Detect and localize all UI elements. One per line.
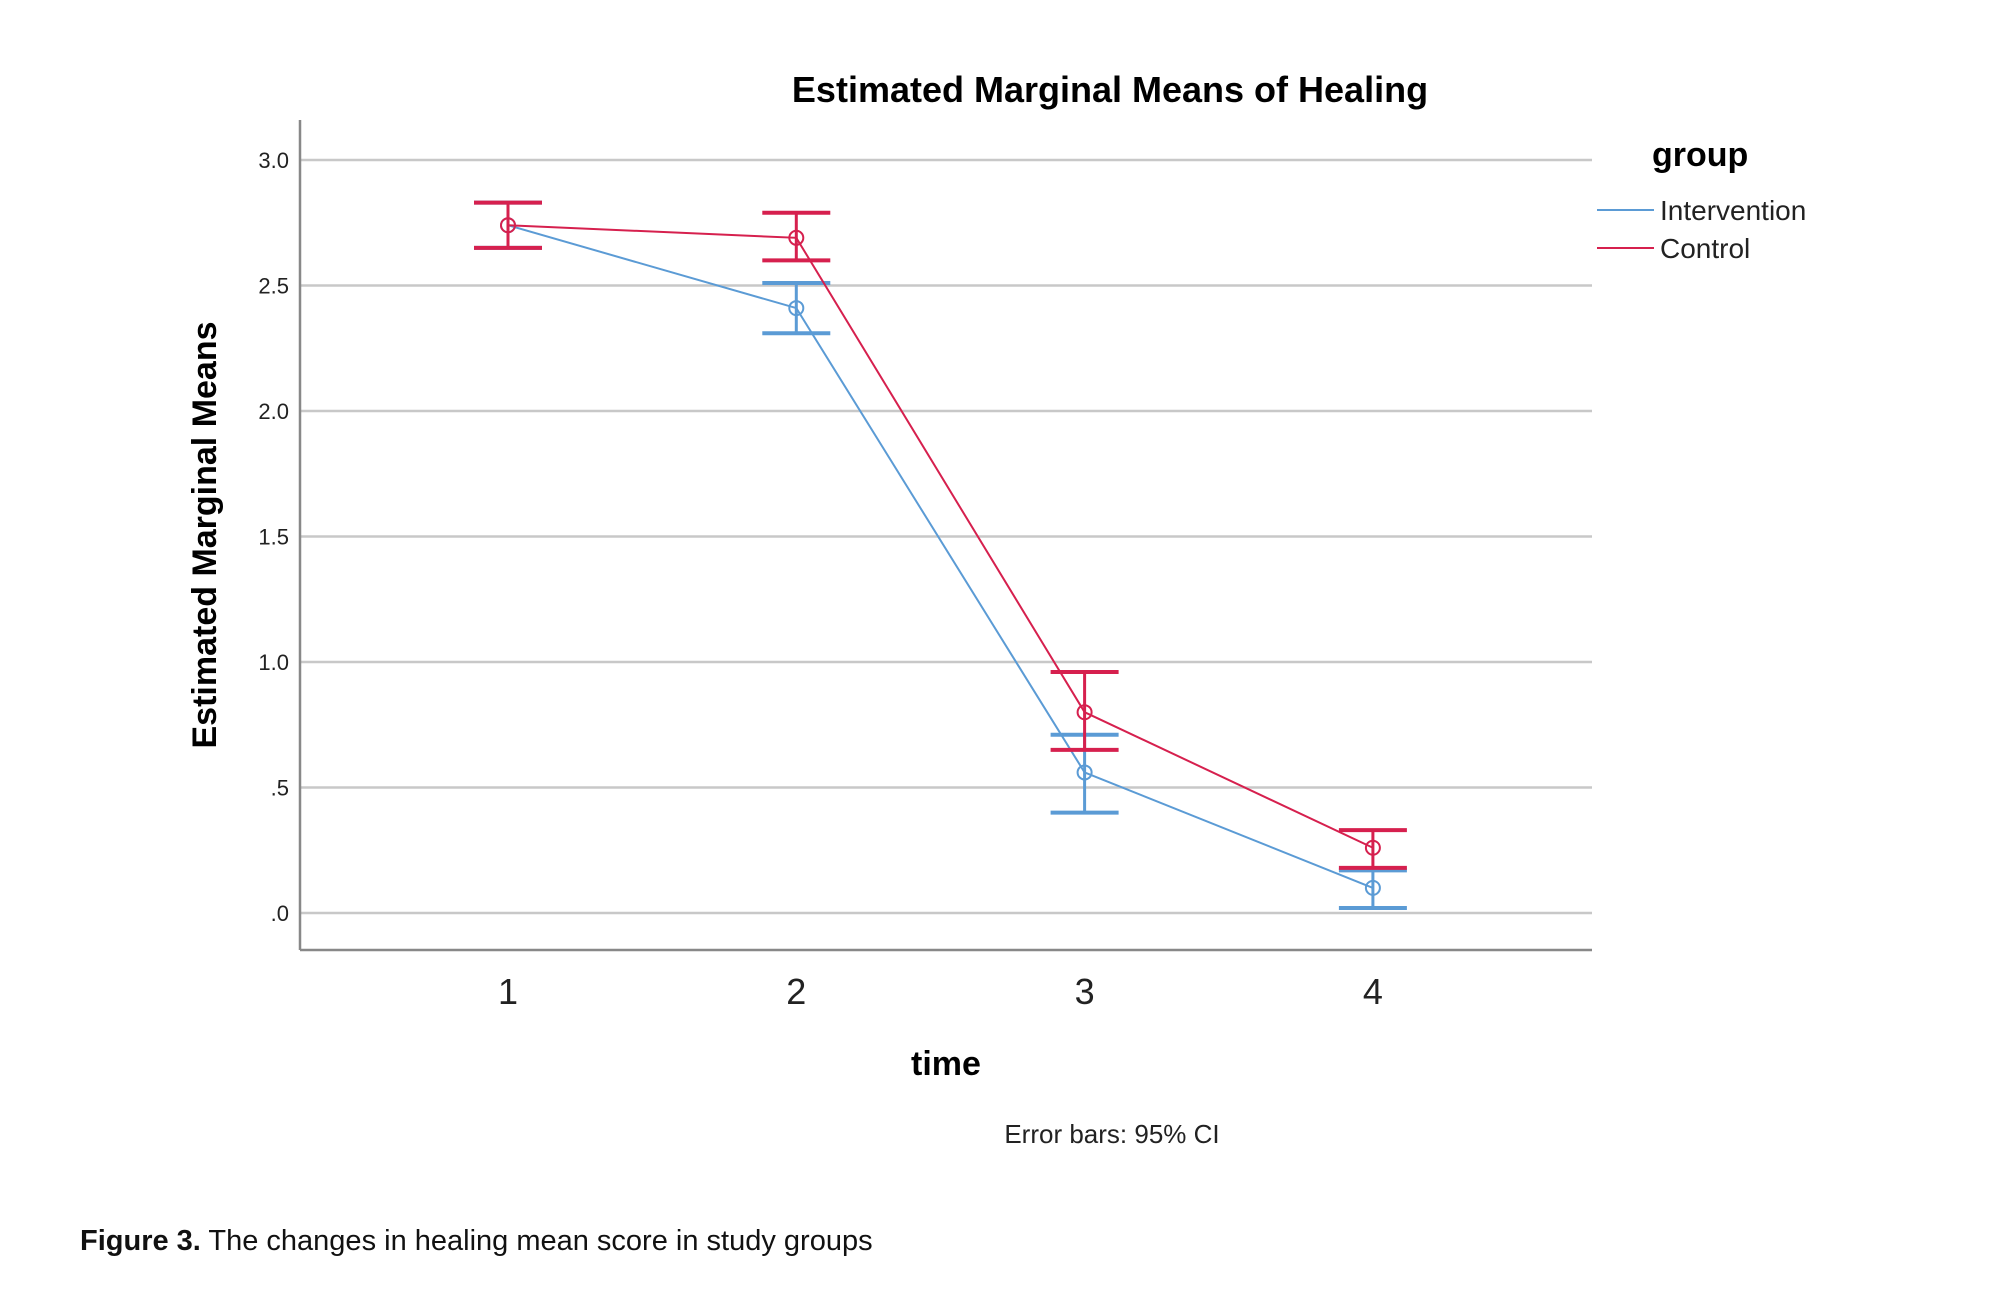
legend: group Intervention Control	[1597, 136, 1806, 264]
data-point	[788, 229, 805, 246]
y-tick-label: 1.5	[258, 525, 289, 550]
x-tick-label: 3	[1075, 971, 1095, 1012]
x-tick-label: 4	[1363, 971, 1383, 1012]
series-line	[507, 224, 1374, 849]
chart-title: Estimated Marginal Means of Healing	[792, 69, 1428, 110]
data-point	[1076, 764, 1093, 781]
figure-caption: Figure 3. The changes in healing mean sc…	[80, 1225, 873, 1258]
y-tick-label: 2.0	[258, 399, 289, 424]
legend-title: group	[1652, 136, 1748, 174]
series-group	[474, 200, 1407, 910]
x-axis-label: time	[911, 1045, 981, 1083]
y-tick-label: .5	[271, 776, 289, 801]
legend-label: Control	[1660, 233, 1750, 264]
figure-caption-label: Figure 3.	[80, 1225, 201, 1257]
data-point	[500, 217, 516, 234]
legend-label: Intervention	[1660, 195, 1806, 226]
y-tick-labels: .0 .5 1.0 1.5 2.0 2.5 3.0	[258, 148, 289, 926]
x-tick-labels: 1 2 3 4	[498, 971, 1383, 1012]
y-tick-label: 1.0	[258, 650, 289, 675]
gridlines	[300, 158, 1592, 915]
y-axis-label: Estimated Marginal Means	[186, 321, 224, 748]
series-control	[474, 200, 1407, 870]
data-point	[1076, 704, 1093, 721]
data-point	[788, 300, 805, 317]
series-line	[507, 224, 1374, 889]
data-point	[1364, 839, 1381, 856]
y-tick-label: 3.0	[258, 148, 289, 173]
y-tick-label: 2.5	[258, 274, 289, 299]
figure-caption-text: The changes in healing mean score in stu…	[200, 1225, 873, 1257]
series-intervention	[474, 200, 1407, 910]
data-point	[1364, 879, 1381, 896]
x-tick-label: 2	[786, 971, 806, 1012]
error-bars-note: Error bars: 95% CI	[1004, 1119, 1219, 1149]
x-tick-label: 1	[498, 971, 518, 1012]
y-tick-label: .0	[271, 901, 289, 926]
